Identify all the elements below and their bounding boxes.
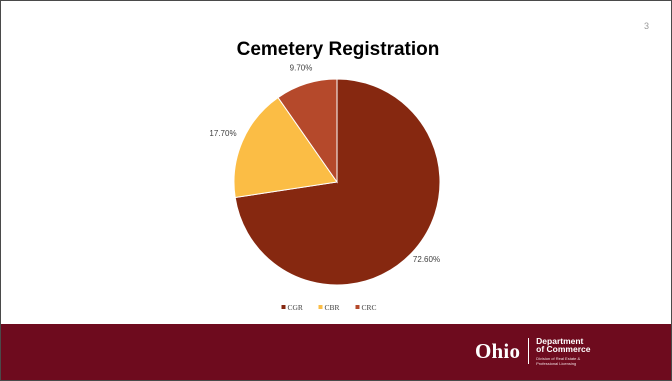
- department-line-2: of Commerce: [536, 344, 591, 354]
- footer-bar: Ohio Department of Commerce Division of …: [1, 324, 671, 380]
- pie-slice-cbr: [233, 96, 338, 199]
- department-name: Department of Commerce Division of Real …: [536, 335, 591, 366]
- logo-divider: [528, 338, 530, 364]
- data-label-crc: 9.70%: [290, 64, 313, 73]
- legend-label-cgr: CGR: [288, 303, 303, 312]
- legend-swatch-crc: [355, 305, 360, 309]
- ohio-wordmark: Ohio: [475, 338, 521, 363]
- chart-title: Cemetery Registration: [237, 39, 440, 60]
- slide-number: 3: [643, 21, 649, 31]
- legend: CGR CBR CRC: [281, 303, 377, 312]
- pie-chart: Cemetery Registration 72.60%17.70%9.70% …: [209, 39, 441, 312]
- legend-label-crc: CRC: [362, 303, 377, 312]
- data-label-cbr: 17.70%: [209, 129, 236, 138]
- data-labels: 72.60% 17.70% 9.70%: [209, 64, 440, 264]
- department-line-1: Department: [536, 335, 584, 346]
- division-line-1: Division of Real Estate &: [536, 355, 581, 361]
- pie-slices: [233, 78, 441, 286]
- ohio-commerce-logo: Ohio Department of Commerce Division of …: [475, 336, 590, 366]
- pie-slice-crc: [277, 78, 338, 184]
- division-line-2: Professional Licensing: [536, 360, 577, 366]
- data-label-cgr: 72.60%: [413, 255, 440, 264]
- legend-swatch-cgr: [281, 305, 286, 309]
- legend-label-cbr: CBR: [325, 303, 340, 312]
- legend-swatch-cbr: [318, 305, 323, 309]
